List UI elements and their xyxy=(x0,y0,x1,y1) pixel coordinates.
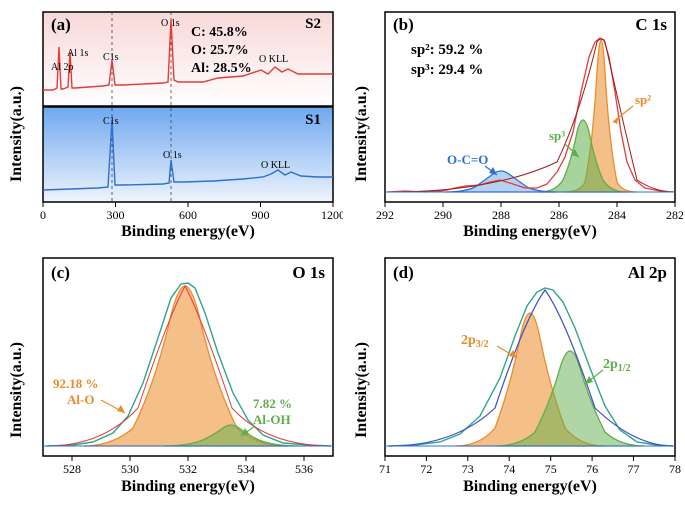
panel-a-label-s2: S2 xyxy=(305,16,321,32)
svg-text:73: 73 xyxy=(462,462,474,476)
panel-b-sp2-text: sp²: 59.2 % xyxy=(411,42,483,58)
panel-b-xlabel: Binding energy(eV) xyxy=(463,223,597,240)
svg-text:74: 74 xyxy=(503,462,515,476)
panel-b-ylabel: Intensity(a.u.) xyxy=(353,86,371,182)
panel-c-xlabel: Binding energy(eV) xyxy=(121,478,255,495)
figure-root: Intensity(a.u.) xyxy=(0,0,685,505)
svg-text:600: 600 xyxy=(179,208,197,222)
svg-text:72: 72 xyxy=(420,462,432,476)
panel-a-composition: C: 45.8% O: 25.7% Al: 28.5% xyxy=(191,25,252,76)
panel-b-title: C 1s xyxy=(635,15,667,34)
peak-label-o1s-top: O 1s xyxy=(161,18,180,29)
svg-text:71: 71 xyxy=(379,462,391,476)
svg-text:sp²: sp² xyxy=(635,92,651,107)
svg-text:534: 534 xyxy=(237,462,255,476)
svg-text:sp³: sp³ xyxy=(549,128,565,143)
svg-text:78: 78 xyxy=(669,462,681,476)
svg-text:75: 75 xyxy=(545,462,557,476)
svg-text:536: 536 xyxy=(295,462,313,476)
svg-text:300: 300 xyxy=(107,208,125,222)
svg-text:Al-O: Al-O xyxy=(67,392,94,407)
panel-a: Intensity(a.u.) xyxy=(8,6,343,241)
svg-text:282: 282 xyxy=(666,208,683,222)
panel-b-tag: (b) xyxy=(393,15,414,34)
svg-text:290: 290 xyxy=(434,208,452,222)
panel-d: Intensity(a.u.) 71 72 73 74 75 xyxy=(353,252,683,497)
svg-text:1200: 1200 xyxy=(321,208,343,222)
svg-text:77: 77 xyxy=(628,462,640,476)
peak-label-okll-top: O KLL xyxy=(259,54,288,65)
svg-text:7.82 %: 7.82 % xyxy=(253,396,292,411)
svg-text:532: 532 xyxy=(179,462,197,476)
svg-text:288: 288 xyxy=(492,208,510,222)
panel-c-tag: (c) xyxy=(51,263,70,282)
svg-text:900: 900 xyxy=(252,208,270,222)
peak-label-al1s: Al 1s xyxy=(67,48,89,59)
peak-label-al2p: Al 2p xyxy=(51,62,74,73)
peak-label-c1s-top: C1s xyxy=(103,52,119,63)
panel-a-xlabel: Binding energy(eV) xyxy=(121,223,255,240)
peak-label-c1s-bot: C1s xyxy=(103,116,119,127)
panel-c-svg: 528 530 532 534 536 Binding energy(eV) (… xyxy=(8,252,343,497)
svg-text:O-C=O: O-C=O xyxy=(447,152,488,167)
panel-b-svg: 292 290 288 286 284 282 Binding energy(e… xyxy=(353,6,683,241)
panel-d-xlabel: Binding energy(eV) xyxy=(463,478,597,495)
svg-text:286: 286 xyxy=(550,208,568,222)
panel-a-label-s1: S1 xyxy=(305,112,321,128)
svg-text:O: 25.7%: O: 25.7% xyxy=(191,43,249,58)
svg-text:76: 76 xyxy=(586,462,598,476)
svg-text:528: 528 xyxy=(63,462,81,476)
panel-d-title: Al 2p xyxy=(628,263,667,282)
svg-text:292: 292 xyxy=(376,208,394,222)
panel-a-svg: 0 300 600 900 1200 Binding energy(eV) S2… xyxy=(8,6,343,241)
panel-d-tag: (d) xyxy=(393,263,414,282)
svg-text:530: 530 xyxy=(121,462,139,476)
svg-text:0: 0 xyxy=(40,208,46,222)
panel-c: Intensity(a.u.) 528 530 532 534 536 xyxy=(8,252,343,497)
panel-d-ylabel: Intensity(a.u.) xyxy=(353,342,371,438)
panel-a-ylabel: Intensity(a.u.) xyxy=(8,86,26,182)
svg-text:Al: 28.5%: Al: 28.5% xyxy=(191,61,252,76)
svg-text:C: 45.8%: C: 45.8% xyxy=(191,25,248,40)
panel-c-title: O 1s xyxy=(292,263,325,282)
svg-text:Al-OH: Al-OH xyxy=(253,412,291,427)
panel-d-svg: 71 72 73 74 75 76 77 78 Binding energy(e… xyxy=(353,252,683,497)
svg-text:284: 284 xyxy=(608,208,626,222)
peak-label-o1s-bot: O 1s xyxy=(163,150,182,161)
panel-b-sp3-text: sp³: 29.4 % xyxy=(411,62,483,78)
panel-c-ylabel: Intensity(a.u.) xyxy=(8,342,26,438)
panel-a-tag: (a) xyxy=(51,15,71,34)
peak-label-okll-bot: O KLL xyxy=(261,160,290,171)
panel-b: Intensity(a.u.) 292 290 xyxy=(353,6,683,241)
svg-text:92.18 %: 92.18 % xyxy=(53,376,99,391)
